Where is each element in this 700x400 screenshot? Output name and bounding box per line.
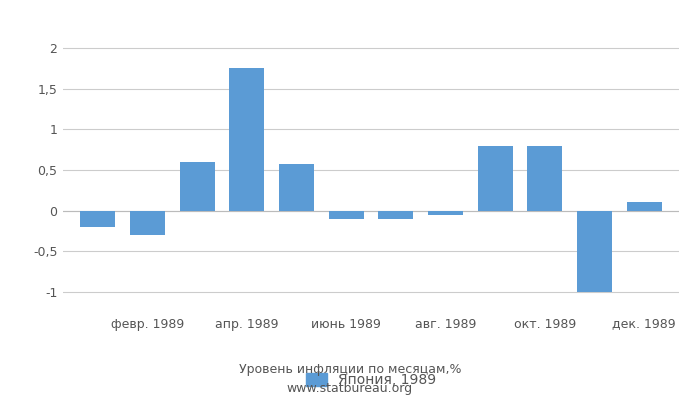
- Bar: [279, 164, 314, 210]
- Bar: [478, 146, 512, 210]
- Legend: Япония, 1989: Япония, 1989: [300, 368, 442, 393]
- Text: Уровень инфляции по месяцам,%: Уровень инфляции по месяцам,%: [239, 364, 461, 376]
- Bar: [230, 68, 264, 210]
- Bar: [379, 210, 413, 219]
- Bar: [626, 202, 662, 210]
- Bar: [428, 210, 463, 214]
- Bar: [528, 146, 562, 210]
- Text: www.statbureau.org: www.statbureau.org: [287, 382, 413, 395]
- Bar: [80, 210, 116, 227]
- Bar: [329, 210, 363, 219]
- Bar: [180, 162, 214, 210]
- Bar: [130, 210, 164, 235]
- Bar: [578, 210, 612, 292]
